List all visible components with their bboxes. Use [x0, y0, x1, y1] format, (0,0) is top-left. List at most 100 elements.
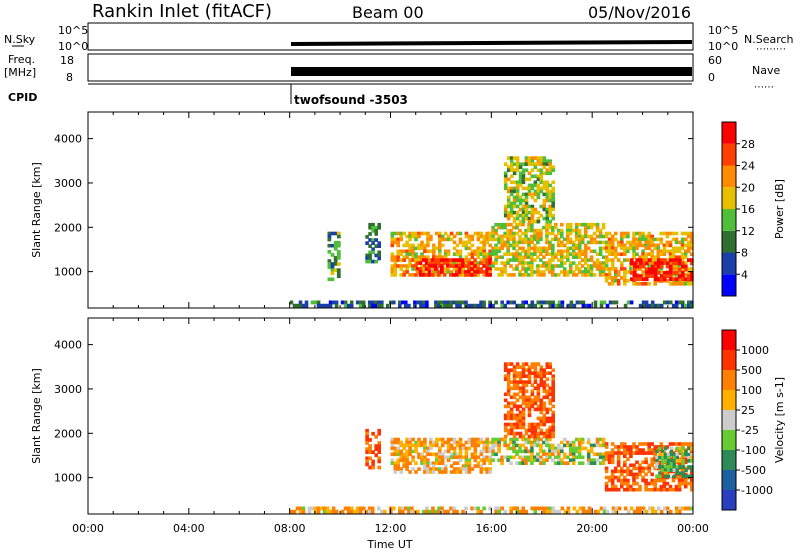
data-cell	[521, 422, 526, 427]
data-cell	[598, 455, 603, 460]
x-tick-label: 20:00	[576, 522, 608, 535]
data-cell	[438, 249, 442, 254]
colorbar-segment	[722, 490, 736, 510]
beam-title: Beam 00	[352, 3, 424, 22]
data-cell	[613, 270, 618, 274]
data-cell	[647, 231, 651, 236]
data-cell	[629, 469, 633, 474]
data-cell	[432, 470, 436, 474]
data-cell	[334, 303, 339, 308]
data-cell	[577, 452, 582, 457]
data-cell	[449, 303, 453, 308]
data-cell	[662, 243, 667, 248]
data-cell	[515, 437, 519, 442]
data-cell	[515, 407, 520, 412]
data-cell	[405, 240, 409, 245]
data-cell	[301, 506, 306, 511]
data-cell	[458, 264, 462, 268]
data-cell	[458, 270, 462, 274]
data-cell	[669, 468, 674, 472]
data-cell	[678, 459, 682, 463]
data-cell	[521, 219, 526, 224]
data-cell	[515, 374, 520, 378]
data-cell	[545, 428, 550, 433]
data-cell	[458, 300, 462, 305]
data-cell	[654, 274, 658, 278]
data-cell	[536, 237, 540, 242]
data-cell	[399, 237, 403, 242]
data-cell	[536, 177, 541, 182]
data-cell	[515, 186, 520, 191]
data-cell	[602, 300, 607, 305]
data-cell	[415, 270, 420, 274]
data-cell	[574, 255, 579, 259]
data-cell	[589, 273, 594, 277]
data-cell	[521, 362, 526, 366]
data-cell	[671, 282, 676, 286]
data-cell	[414, 234, 418, 239]
data-cell	[674, 273, 679, 277]
data-cell	[617, 506, 622, 511]
data-cell	[687, 465, 691, 469]
data-cell	[586, 455, 591, 460]
data-cell	[683, 481, 688, 486]
data-cell	[548, 416, 552, 421]
data-cell	[620, 237, 624, 242]
data-cell	[595, 267, 600, 271]
data-cell	[464, 458, 469, 462]
data-cell	[443, 467, 448, 471]
data-cell	[644, 472, 648, 477]
data-cell	[653, 243, 657, 248]
data-cell	[650, 300, 655, 305]
data-cell	[687, 446, 691, 451]
data-cell	[479, 458, 484, 462]
data-cell	[491, 231, 495, 236]
data-cell	[461, 509, 465, 514]
data-cell	[470, 273, 474, 277]
data-cell	[675, 459, 679, 463]
data-cell	[632, 463, 636, 468]
data-cell	[548, 407, 552, 412]
data-cell	[402, 273, 406, 277]
data-cell	[402, 458, 406, 462]
data-cell	[666, 474, 671, 479]
data-cell	[580, 273, 585, 277]
y-tick-label: 2000	[54, 221, 82, 234]
data-cell	[377, 456, 381, 461]
data-cell	[399, 264, 403, 268]
data-cell	[548, 428, 552, 433]
data-cell	[635, 460, 639, 465]
data-cell	[485, 270, 489, 274]
data-cell	[527, 246, 531, 251]
data-cell	[533, 198, 538, 203]
freq-tick-top: 18	[60, 54, 74, 67]
data-cell	[647, 237, 651, 242]
data-cell	[503, 440, 507, 445]
data-cell	[598, 231, 603, 236]
search-tick-bottom: 10^0	[708, 40, 738, 53]
data-cell	[316, 303, 321, 308]
data-cell	[476, 464, 481, 468]
data-cell	[533, 183, 538, 188]
data-cell	[566, 273, 570, 277]
data-cell	[554, 461, 558, 465]
data-cell	[509, 162, 514, 166]
data-cell	[566, 303, 571, 308]
data-cell	[423, 264, 427, 268]
data-cell	[494, 440, 498, 445]
data-cell	[512, 246, 516, 251]
data-cell	[650, 481, 654, 486]
data-cell	[467, 440, 472, 445]
data-cell	[368, 256, 372, 261]
data-cell	[503, 303, 507, 308]
data-cell	[418, 270, 423, 274]
data-cell	[458, 249, 463, 254]
data-cell	[583, 273, 588, 277]
data-cell	[485, 437, 489, 442]
data-cell	[452, 467, 457, 471]
data-cell	[644, 478, 648, 483]
data-cell	[524, 195, 529, 200]
data-cell	[671, 442, 676, 446]
data-cell	[426, 461, 430, 465]
data-cell	[548, 219, 552, 224]
